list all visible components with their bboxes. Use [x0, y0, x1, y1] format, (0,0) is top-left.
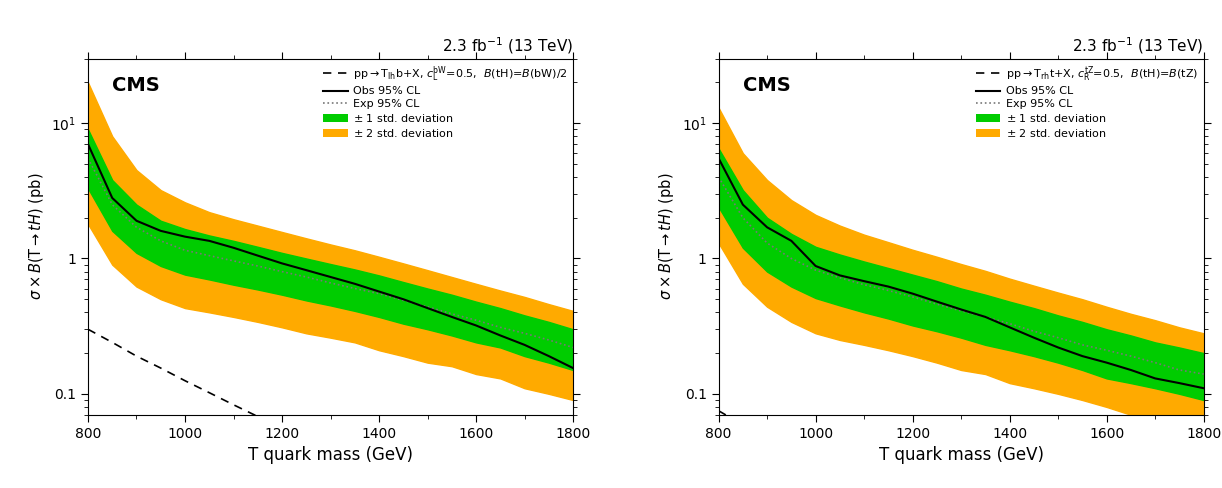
X-axis label: T quark mass (GeV): T quark mass (GeV): [879, 446, 1044, 464]
Text: 2.3 fb$^{-1}$ (13 TeV): 2.3 fb$^{-1}$ (13 TeV): [442, 36, 573, 56]
Text: CMS: CMS: [743, 76, 791, 95]
Y-axis label: $\sigma \times B(\mathrm{T}\rightarrow tH)$ (pb): $\sigma \times B(\mathrm{T}\rightarrow t…: [657, 173, 676, 301]
X-axis label: T quark mass (GeV): T quark mass (GeV): [248, 446, 413, 464]
Y-axis label: $\sigma \times B(\mathrm{T}\rightarrow tH)$ (pb): $\sigma \times B(\mathrm{T}\rightarrow t…: [27, 173, 45, 301]
Legend: pp$\rightarrow$T$_{\mathrm{lh}}$b+X, $c_{\mathrm{L}}^{\mathrm{bW}}$=0.5,  $B(\ma: pp$\rightarrow$T$_{\mathrm{lh}}$b+X, $c_…: [320, 61, 571, 142]
Legend: pp$\rightarrow$T$_{\mathrm{rh}}$t+X, $c_{\mathrm{R}}^{\mathrm{tZ}}$=0.5,  $B(\ma: pp$\rightarrow$T$_{\mathrm{rh}}$t+X, $c_…: [973, 61, 1201, 142]
Text: 2.3 fb$^{-1}$ (13 TeV): 2.3 fb$^{-1}$ (13 TeV): [1073, 36, 1204, 56]
Text: CMS: CMS: [112, 76, 160, 95]
